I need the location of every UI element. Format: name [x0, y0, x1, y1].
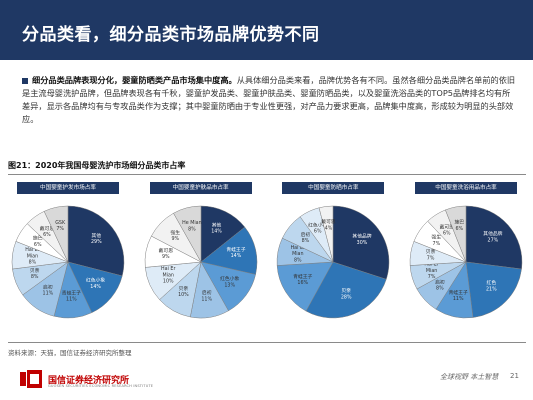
pie-chart: 其他品牌 30% 贝亲 28% 青蛙王子 16% Hai Er Mian 8%启初 8%红色小象 6…	[277, 205, 390, 319]
footer-slogan: 全球视野 本土智慧	[440, 373, 499, 381]
pie-slice	[67, 205, 125, 277]
pie-slice-label: 戴可思 6%	[440, 224, 455, 237]
pie-slice-label: 启初 11%	[201, 289, 212, 302]
pie-slice-label: 贝亲 8%	[30, 267, 40, 280]
pie-slice-label: 红色小象 14%	[86, 277, 105, 290]
pie-slice-label: 贝亲 7%	[426, 248, 436, 261]
pie-slice	[172, 205, 201, 263]
pie-slice-label: 青蛙王子 11%	[62, 289, 81, 302]
title-bar: 分品类看，细分品类市场品牌优势不同	[0, 0, 533, 60]
pie-slice-label: 其他品牌 30%	[353, 233, 372, 246]
logo-mark-icon	[20, 370, 42, 388]
pie-slice-label: 施巴 6%	[454, 219, 464, 232]
pie-slice-label: 启初 11%	[43, 283, 54, 296]
pie-slice	[200, 205, 245, 263]
pie-slice-label: GSK 7%	[55, 220, 66, 232]
pie-slice	[306, 261, 387, 319]
pie-slice-label: 强生 7%	[432, 234, 442, 247]
pie-slice-label: Hai Er Mian 8%	[291, 245, 305, 263]
bullet-body: 从具体细分品类来看，品牌优势各有不同。虽然各细分品类品牌名单前的依旧是主流母婴洗…	[22, 75, 516, 124]
pie-chart: 其他 14% 青蛙王子 14% 红色小象 13% 启初 11% 贝亲 10%Hai Er Mian 1…	[144, 205, 257, 319]
pie-slice	[445, 205, 467, 263]
pie-slice-label: 青蛙王子 11%	[449, 289, 468, 302]
pie-slice-label: 青蛙王子 14%	[226, 246, 245, 259]
source-note: 资料来源：天猫，国信证券经济研究所整理	[8, 342, 526, 357]
pie-slice-label: 启初 8%	[301, 231, 311, 244]
pie-slice-label: 红色小象 6%	[308, 221, 327, 234]
pie-slice-label: 戴可思 6%	[40, 225, 55, 238]
pie-title: 中国婴童护发市场占率	[17, 182, 119, 194]
pie-title: 中国婴童防晒市占率	[282, 182, 385, 194]
figure-title: 图21：2020年我国母婴洗护市场细分品类市占率	[8, 160, 526, 175]
pie-slice-label: Hai Er Mian 10%	[161, 266, 175, 284]
pie-chart: 其他品牌 27% 红色 21% 青蛙王子 11% 启初 8%Hai Er Mian 7%贝亲 7%强…	[409, 205, 523, 319]
logo-text: 国信证券经济研究所	[48, 376, 130, 386]
pie-title: 中国婴童护肤品市占率	[149, 182, 252, 194]
page-number: 21	[510, 372, 519, 380]
pie-slice-label: 施巴 6%	[33, 235, 43, 248]
pie-slice	[319, 205, 334, 263]
pie-slice-label: 戴可思 4%	[322, 218, 337, 231]
pie-chart: 其他 29% 红色小象 14% 青蛙王子 11% 启初 11%贝亲 8% Hai Er Mian 8%…	[11, 205, 125, 319]
pie-slice	[200, 226, 257, 275]
pie-slice-label: 青蛙王子 16%	[293, 273, 312, 286]
pie-slice-label: 红色小象 13%	[220, 275, 239, 288]
pie-slice-label: 强生 9%	[170, 229, 180, 242]
pie-slice-label: 贝亲 28%	[341, 287, 352, 300]
pie-slice-label: 贝亲 10%	[178, 285, 189, 298]
pie-charts-panel: 中国婴童护发市场占率 其他 29% 红色小象 14% 青蛙王子 11% 启初 11% 贝亲 8% Ha…	[8, 176, 526, 340]
page-title: 分品类看，细分品类市场品牌优势不同	[22, 25, 320, 45]
pie-slice	[333, 205, 390, 280]
bullet-paragraph: 细分品类品牌表现分化，婴童防晒类产品市场集中度高。从具体细分品类来看，品牌优势各…	[22, 74, 518, 126]
pie-title: 中国婴童洗浴用品市占率	[415, 182, 517, 194]
pie-slice-label: 戴可思 9%	[158, 247, 173, 260]
pie-slice-label: He Mian 8%	[182, 220, 202, 232]
pie-slice-label: Hai Er Mian 7%	[424, 262, 438, 280]
pie-slice	[43, 205, 69, 263]
logo-subtitle: GUOSEN SECURITIES ECONOMIC RESEARCH INST…	[48, 384, 154, 388]
bullet-square-icon	[22, 77, 28, 84]
pie-slice-label: 其他 14%	[211, 222, 222, 235]
pie-slice-label: 启初 8%	[435, 278, 445, 291]
pie-slice-label: 其他 29%	[91, 232, 102, 245]
bullet-lead: 细分品类品牌表现分化，婴童防晒类产品市场集中度高。	[32, 75, 237, 85]
pie-slice-label: Hai Er Mian 8%	[25, 247, 39, 265]
pie-slice	[277, 261, 334, 312]
pie-slice	[465, 261, 522, 318]
pie-slice	[465, 205, 523, 270]
pie-slice-label: 其他品牌 27%	[483, 230, 502, 243]
pie-slice-label: 红色 21%	[486, 279, 497, 292]
